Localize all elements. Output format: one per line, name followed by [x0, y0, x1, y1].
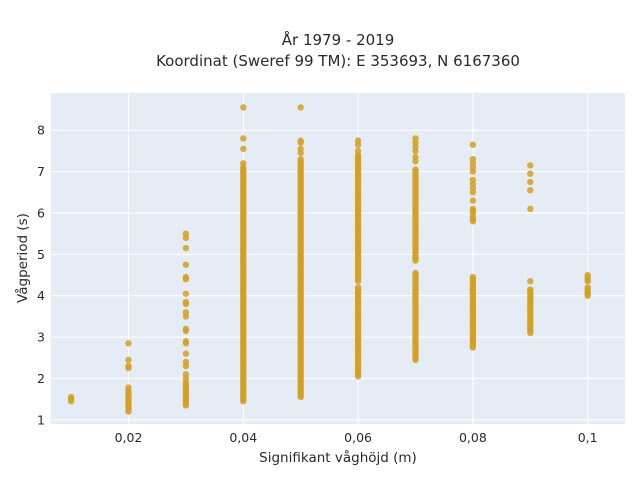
x-tick-label: 0,04: [229, 430, 257, 445]
data-point: [469, 273, 477, 281]
data-point: [182, 261, 190, 268]
data-point: [297, 104, 304, 111]
y-tick-label: 8: [37, 123, 45, 138]
data-point: [412, 153, 419, 161]
data-point: [584, 271, 591, 279]
data-point: [412, 166, 419, 173]
y-tick-label: 5: [37, 247, 45, 262]
data-point: [182, 298, 190, 306]
data-point: [354, 284, 362, 291]
y-axis: 1 2 3 4 5 6 7 8: [37, 123, 45, 428]
data-point: [469, 141, 477, 148]
data-point: [297, 156, 304, 163]
data-point: [240, 145, 247, 153]
data-point: [527, 170, 534, 177]
y-tick-label: 6: [37, 205, 45, 220]
data-point: [527, 187, 534, 194]
y-tick-label: 4: [37, 288, 45, 303]
plot-area: [51, 93, 625, 424]
x-tick-label: 0,08: [459, 430, 487, 445]
data-point: [527, 162, 534, 169]
data-point: [182, 244, 190, 252]
data-point: [67, 393, 75, 401]
data-point: [469, 205, 477, 213]
data-point: [354, 137, 362, 144]
data-point: [182, 273, 190, 281]
data-point: [527, 286, 534, 293]
data-point: [182, 325, 190, 333]
data-point: [297, 145, 304, 153]
x-axis: 0,02 0,04 0,06 0,08 0,1: [115, 430, 598, 445]
data-point: [125, 384, 132, 391]
data-point: [182, 371, 190, 378]
x-tick-label: 0,1: [578, 430, 598, 445]
data-point: [469, 176, 477, 184]
y-axis-title: Vågperiod (s): [14, 213, 31, 303]
data-point: [527, 205, 534, 213]
data-point: [354, 151, 362, 159]
data-point: [182, 290, 190, 297]
data-point: [182, 350, 190, 357]
data-point: [182, 338, 190, 345]
data-point: [125, 356, 132, 364]
data-point: [469, 156, 477, 163]
grid: [51, 93, 625, 424]
y-tick-label: 3: [37, 330, 45, 345]
data-point: [469, 197, 477, 204]
data-point: [412, 269, 419, 277]
data-point: [240, 135, 247, 142]
data-point: [584, 284, 591, 291]
data-points: [67, 104, 591, 415]
y-tick-label: 2: [37, 371, 45, 386]
y-tick-label: 7: [37, 164, 45, 179]
x-tick-label: 0,06: [344, 430, 372, 445]
data-point: [527, 278, 534, 285]
data-point: [240, 164, 247, 171]
data-point: [125, 362, 132, 370]
chart-subtitle: Koordinat (Sweref 99 TM): E 353693, N 61…: [156, 52, 520, 70]
data-point: [125, 340, 132, 347]
data-point: [527, 178, 534, 186]
data-point: [182, 309, 190, 316]
x-tick-label: 0,02: [115, 430, 143, 445]
data-point: [412, 135, 419, 142]
chart-title: År 1979 - 2019: [282, 30, 395, 49]
data-point: [182, 230, 190, 237]
data-point: [297, 137, 304, 144]
x-axis-title: Signifikant våghöjd (m): [259, 449, 417, 466]
data-point: [240, 104, 247, 111]
data-point: [182, 358, 190, 366]
y-tick-label: 1: [37, 412, 45, 427]
